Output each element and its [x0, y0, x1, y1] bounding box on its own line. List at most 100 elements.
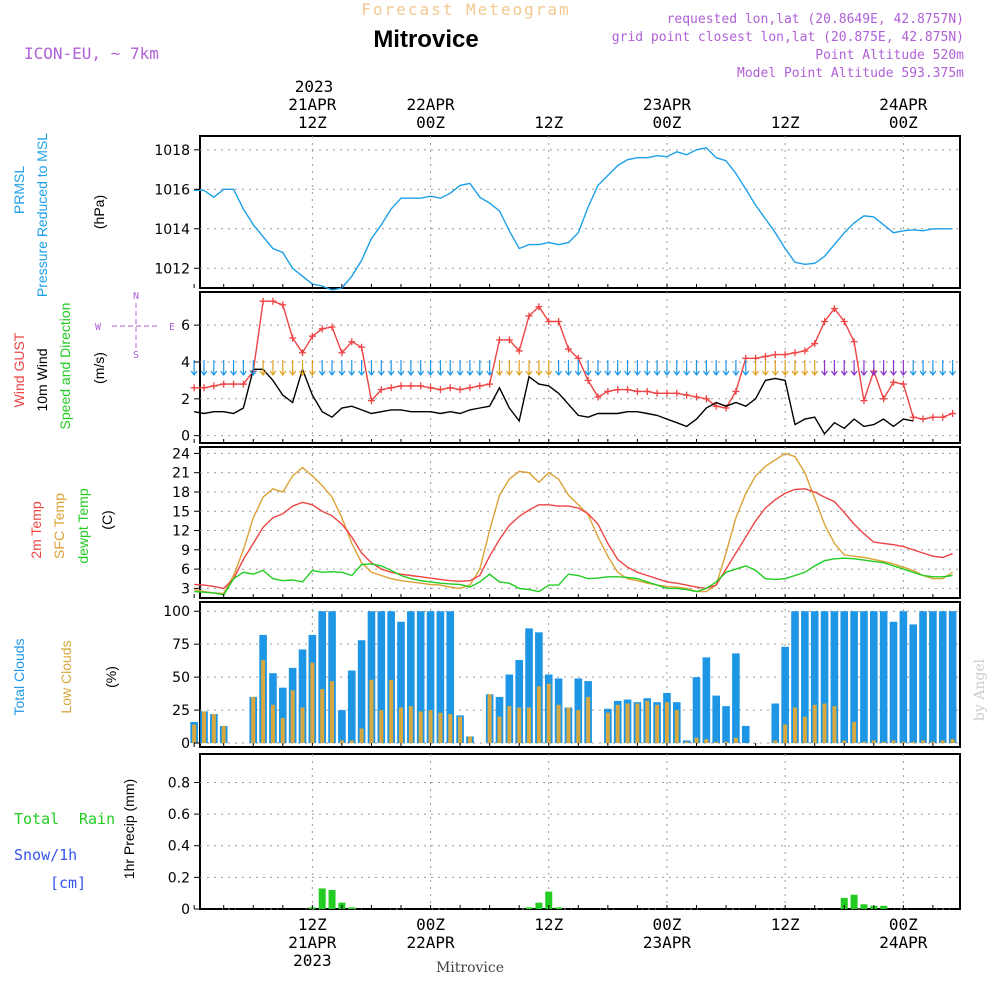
wind-gust-line-marker [693, 393, 700, 401]
total-cloud-bar [810, 611, 819, 744]
wind-direction-arrow [653, 360, 661, 376]
low-cloud-bar [684, 741, 689, 744]
low-cloud-bar [832, 706, 837, 744]
wind-direction-arrow [643, 360, 651, 376]
wind-gust-line-marker [949, 410, 957, 418]
low-cloud-bar [645, 700, 650, 744]
low-cloud-bar [674, 710, 679, 744]
wind-direction-arrow [358, 360, 366, 376]
low-cloud-bar [438, 712, 443, 744]
wind-gust-line-marker [584, 376, 592, 384]
compass-west: W [95, 322, 102, 333]
rain-bar [328, 890, 336, 909]
temperature-ytick-label: 9 [181, 543, 190, 559]
wind-gust-line-marker [899, 380, 907, 388]
wind-gust-line-marker [456, 386, 464, 394]
wind-direction-arrow [604, 360, 612, 376]
wind-direction-arrow [712, 360, 720, 376]
pressure-unit: (hPa) [91, 195, 107, 229]
low-cloud-bar [487, 694, 492, 744]
bottom-hour-label: 00Z [652, 915, 681, 934]
t2m-line [194, 488, 953, 590]
clouds-ytick-label: 50 [172, 670, 190, 686]
temperature-ytick-label: 18 [172, 485, 190, 501]
wind-10m-label: 10m Wind [34, 348, 50, 411]
wind-direction-arrow [436, 360, 444, 376]
wind-gust-line-marker [909, 413, 917, 421]
top-hour-label: 12Z [298, 113, 327, 132]
pressure-label-prmsl: PRMSL [11, 166, 27, 214]
panel-frames [199, 135, 961, 910]
wind-direction-arrow [476, 360, 484, 376]
wind-direction-arrow [801, 360, 809, 376]
wind-direction-arrow [486, 360, 494, 376]
total-cloud-bar [318, 611, 326, 744]
dewpt-label: dewpt Temp [75, 488, 91, 563]
low-cloud-bar [625, 703, 630, 744]
wind-direction-arrow [348, 360, 356, 376]
wind-direction-arrow [929, 360, 937, 376]
low-cloud-bar [536, 686, 541, 744]
wind-gust-line-marker [259, 297, 267, 305]
wind-direction-arrow [880, 360, 888, 376]
low-cloud-bar [852, 721, 857, 744]
low-cloud-bar [842, 740, 847, 744]
wind-direction-arrow [594, 360, 602, 376]
precip-axis-label: 1hr Precip (mm) [121, 779, 137, 879]
top-year-label: 2023 [295, 77, 334, 96]
wind-gust-line-marker [377, 386, 385, 394]
wind-direction-arrow [210, 360, 218, 376]
low-cloud-bar [369, 679, 374, 744]
wind-gust-line-marker [840, 317, 848, 325]
total-cloud-bar [938, 611, 947, 744]
low-cloud-bar [349, 740, 354, 744]
rain-bar [555, 907, 563, 909]
model-label: ICON-EU, ~ 7km [24, 44, 159, 63]
low-cloud-bar [921, 740, 926, 744]
total-cloud-bar [820, 611, 829, 744]
wind-gust-line-marker [830, 305, 838, 313]
wind-gust-line-marker [436, 386, 444, 394]
low-cloud-bar [812, 704, 817, 744]
compass-east: E [169, 322, 175, 333]
wind-direction-arrow [850, 360, 858, 376]
wind-gust-line-marker [476, 382, 484, 390]
wind-gust-line-marker [417, 382, 425, 390]
low-cloud-bar [379, 710, 384, 744]
wind-direction-arrow [870, 360, 878, 376]
snow-unit: [cm] [50, 874, 86, 892]
total-cloud-bar [347, 670, 356, 744]
wind-direction-arrow [446, 360, 454, 376]
low-cloud-bar [467, 736, 472, 744]
wind-direction-arrow [840, 360, 848, 376]
wind-direction-arrow [220, 360, 228, 376]
clouds-ytick-label: 0 [181, 736, 190, 752]
pressure-ytick-label: 1012 [154, 261, 190, 277]
wind-gust-line-marker [929, 413, 937, 421]
bottom-date-label: 22APR [406, 933, 455, 952]
wind-direction-arrow [200, 360, 208, 376]
total-cloud-bar [899, 611, 908, 744]
wind-gust-line-marker [673, 389, 681, 397]
wind-gust-line-marker [821, 317, 829, 325]
rain-bar [535, 902, 543, 909]
total-cloud-bar [407, 611, 415, 744]
wind-gust-line-marker [318, 325, 326, 333]
location-title: Mitrovice [373, 26, 478, 53]
wind-gust-line-marker [564, 345, 572, 353]
wind-direction-arrow [860, 360, 868, 376]
low-cloud-bar [339, 740, 344, 744]
clouds-ytick-label: 25 [172, 703, 190, 719]
snow-label: Snow/1h [14, 846, 77, 864]
total-cloud-bar [515, 660, 523, 744]
low-cloud-bar [802, 716, 807, 744]
wind-direction-arrow [811, 360, 819, 376]
wind-direction-arrow [663, 360, 671, 376]
precipitation-ytick-label: 0.6 [168, 807, 190, 823]
wind-direction-arrow [505, 360, 513, 376]
wind-direction-arrow [299, 360, 306, 376]
wind-gust-line-marker [791, 349, 799, 357]
wind-direction-arrow [190, 360, 198, 376]
wind-direction-arrow [308, 360, 316, 376]
total-cloud-bar [870, 611, 878, 744]
